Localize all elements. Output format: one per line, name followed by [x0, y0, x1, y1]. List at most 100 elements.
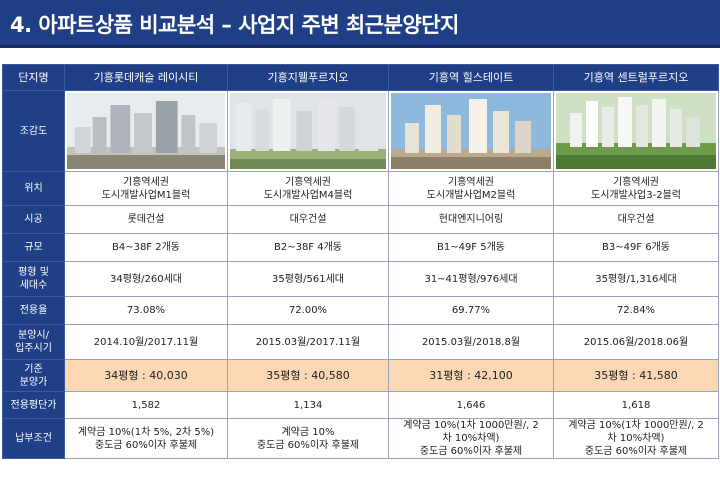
cell-text-line: 35평형/1,316세대	[595, 273, 677, 285]
table-row-exclusive-ratio: 전용율 73.08% 72.00% 69.77% 72.84%	[2, 296, 719, 325]
cell-text-line: 대우건설	[617, 214, 655, 225]
building-rendering-image	[230, 93, 386, 169]
row-label-line: 전용평단가	[10, 399, 57, 411]
cell-text-line: 계약금 10%(1차 5%, 2차 5%)	[77, 426, 215, 438]
table-cell: 계약금 10%(1차 1000만원/, 2 차 10%차액) 중도금 60%이자 후…	[553, 418, 719, 459]
cell-text-line: 1,618	[621, 399, 651, 411]
table-row-scale: 규모 B4~38F 2개동 B2~38F 4개동 B1~49F 5개동 B3~49F 6…	[2, 233, 719, 262]
row-label: 전용평단가	[2, 391, 65, 419]
cell-text-line: 대우건설	[289, 214, 327, 225]
table-row-builder: 시공 롯데건설 대우건설 현대엔지니어링 대우건설	[2, 205, 719, 234]
column-header: 기흥역 센트럴푸르지오	[553, 64, 719, 91]
table-cell: 69.77%	[388, 296, 554, 325]
cell-text-line: 2015.03월/2017.11월	[255, 336, 361, 348]
table-cell: 2014.10월/2017.11월	[64, 324, 228, 360]
row-label: 분양시/입주시기	[2, 324, 65, 360]
table-row-location: 위치 기흥역세권 도시개발사업M1블럭 기흥역세권 도시개발사업M4블럭 기흥역세권 도시개…	[2, 171, 719, 206]
table-cell: 35평형/561세대	[227, 261, 389, 297]
table-row-payment-terms: 납부조건 계약금 10%(1차 5%, 2차 5%) 중도금 60%이자 후불제 계약…	[2, 418, 719, 459]
table-cell: 72.00%	[227, 296, 389, 325]
table-cell: 35평형/1,316세대	[553, 261, 719, 297]
table-cell: 계약금 10%(1차 5%, 2차 5%) 중도금 60%이자 후불제	[64, 418, 228, 459]
cell-text-line: 도시개발사업M1블럭	[101, 189, 191, 201]
cell-text-line: 2015.06월/2018.06월	[583, 336, 689, 348]
table-cell: B1~49F 5개동	[388, 233, 554, 262]
cell-text-line: 1,646	[456, 399, 486, 411]
row-label-line: 평형 및	[18, 267, 49, 278]
cell-text-line: 중도금 60%이자 후불제	[256, 439, 360, 451]
cell-text-line: 35평형/561세대	[272, 273, 344, 285]
row-label-line: 기준	[24, 363, 43, 375]
cell-text-line: 34평형/260세대	[110, 273, 182, 285]
cell-text-line: 계약금 10%(1차 1000만원/, 2	[403, 420, 539, 431]
row-label: 평형 및 세대수	[2, 261, 65, 297]
column-header: 기흥역 힐스테이트	[388, 64, 554, 91]
table-cell: 31~41평형/976세대	[388, 261, 554, 297]
column-header: 기흥롯데캐슬 레이시티	[64, 64, 228, 91]
rendering-image-cell	[227, 90, 389, 172]
cell-text-line: 35평형 : 40,580	[266, 369, 350, 382]
cell-text-line: B4~38F 2개동	[111, 242, 181, 253]
cell-text-line: 차 10%차액)	[607, 433, 665, 444]
column-header: 기흥지웰푸르지오	[227, 64, 389, 91]
cell-text-line: 중도금 60%이자 후불제	[94, 439, 198, 451]
table-row-base-price: 기준 분양가 34평형 : 40,030 35평형 : 40,580 31평형 : 42…	[2, 359, 719, 392]
table-cell: 35평형 : 40,580	[227, 359, 389, 392]
building-rendering-image	[391, 93, 551, 169]
header-label: 단지명	[2, 64, 65, 91]
table-cell: 대우건설	[553, 205, 719, 234]
row-label: 조감도	[2, 90, 65, 172]
cell-text-line: B3~49F 6개동	[601, 242, 671, 253]
row-label-line: 분양가	[19, 376, 48, 388]
cell-text-line: 중도금 60%이자 후불제	[584, 446, 688, 457]
table-cell: 1,646	[388, 391, 554, 419]
cell-text-line: 기흥역세권	[448, 176, 494, 188]
page-title: 4. 아파트상품 비교분석 – 사업지 주변 최근분양단지	[10, 13, 459, 37]
cell-text-line: 차 10%차액)	[442, 433, 500, 444]
table-cell: 34평형/260세대	[64, 261, 228, 297]
cell-text-line: 롯데건설	[127, 214, 165, 225]
cell-text-line: 계약금 10%	[281, 426, 335, 438]
table-cell: 2015.06월/2018.06월	[553, 324, 719, 360]
cell-text-line: 도시개발사업M2블럭	[426, 189, 516, 201]
row-label-line: 분양시/	[18, 330, 49, 341]
table-cell: 34평형 : 40,030	[64, 359, 228, 392]
row-label-line: 규모	[24, 242, 43, 253]
row-label: 납부조건	[2, 418, 65, 459]
rendering-image-cell	[388, 90, 554, 172]
cell-text-line: 현대엔지니어링	[438, 214, 504, 225]
row-label: 전용율	[2, 296, 65, 325]
table-row-rendering: 조감도	[2, 90, 719, 172]
cell-text-line: 1,134	[293, 399, 323, 411]
table-row-price-per-area: 전용평단가 1,582 1,134 1,646 1,618	[2, 391, 719, 419]
table-cell: 1,618	[553, 391, 719, 419]
table-cell: 대우건설	[227, 205, 389, 234]
row-label: 기준 분양가	[2, 359, 65, 392]
table-cell: 73.08%	[64, 296, 228, 325]
title-bar: 4. 아파트상품 비교분석 – 사업지 주변 최근분양단지	[0, 0, 720, 48]
cell-text-line: 34평형 : 40,030	[104, 369, 188, 382]
cell-text-line: 중도금 60%이자 후불제	[419, 446, 523, 457]
rendering-image-cell	[553, 90, 719, 172]
row-label-line: 전용율	[19, 305, 48, 316]
cell-text-line: 31~41평형/976세대	[424, 273, 518, 285]
building-rendering-image	[556, 93, 716, 169]
table-cell: 기흥역세권 도시개발사업M2블럭	[388, 171, 554, 206]
row-label: 규모	[2, 233, 65, 262]
cell-text-line: 35평형 : 41,580	[594, 369, 678, 382]
table-cell: 2015.03월/2017.11월	[227, 324, 389, 360]
table-cell: 롯데건설	[64, 205, 228, 234]
cell-text-line: 1,582	[131, 399, 161, 411]
row-label-line: 시공	[24, 214, 43, 225]
table-cell: B4~38F 2개동	[64, 233, 228, 262]
cell-text-line: 31평형 : 42,100	[429, 369, 513, 382]
cell-text-line: B1~49F 5개동	[436, 242, 506, 253]
table-cell: B3~49F 6개동	[553, 233, 719, 262]
cell-text-line: 기흥역세권	[285, 176, 331, 188]
table-cell: 기흥역세권 도시개발사업M1블럭	[64, 171, 228, 206]
row-label: 시공	[2, 205, 65, 234]
comparison-table: 단지명 기흥롯데캐슬 레이시티 기흥지웰푸르지오 기흥역 힐스테이트 기흥역 센…	[2, 64, 719, 459]
building-rendering-image	[67, 93, 225, 169]
cell-text-line: B2~38F 4개동	[273, 242, 343, 253]
rendering-image-cell	[64, 90, 228, 172]
